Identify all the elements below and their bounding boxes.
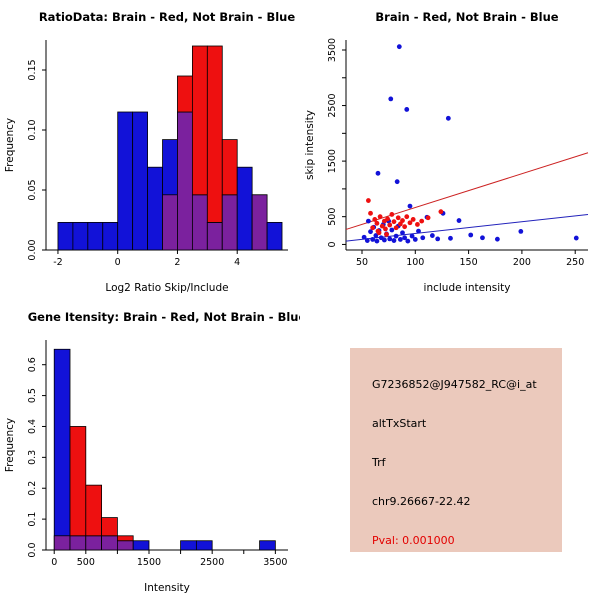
svg-text:0: 0 [51,557,57,568]
svg-text:100: 100 [406,257,424,268]
svg-text:0.10: 0.10 [27,119,38,140]
svg-text:2500: 2500 [327,93,338,117]
svg-text:0.5: 0.5 [27,388,38,403]
svg-text:3500: 3500 [263,557,287,568]
gene-intensity-histogram-chart: Gene Itensity: Brain - Red, Not Brain - … [4,310,300,594]
svg-text:200: 200 [513,257,531,268]
svg-text:include intensity: include intensity [424,282,511,294]
svg-text:150: 150 [460,257,478,268]
svg-text:RatioData: Brain - Red, Not Br: RatioData: Brain - Red, Not Brain - Blue [39,10,296,24]
svg-text:Intensity: Intensity [144,582,190,594]
svg-text:0.15: 0.15 [27,59,38,80]
svg-text:250: 250 [566,257,584,268]
svg-text:Frequency: Frequency [4,418,16,472]
info-box: G7236852@J947582_RC@i_at altTxStart Trf … [350,348,562,552]
svg-text:0.0: 0.0 [27,542,38,557]
gene-symbol-text: Trf [372,456,386,469]
svg-text:-2: -2 [53,257,62,268]
intensity-scatter-chart: Brain - Red, Not Brain - Blue 50 100 150 200… [304,10,589,294]
svg-text:0.4: 0.4 [27,419,38,434]
svg-text:1500: 1500 [327,149,338,173]
svg-text:0.05: 0.05 [27,179,38,200]
svg-text:500: 500 [327,208,338,226]
svg-text:2500: 2500 [200,557,224,568]
event-type-text: altTxStart [372,417,427,430]
panel-ratio-histogram: RatioData: Brain - Red, Not Brain - Blue… [0,0,300,300]
svg-text:0: 0 [327,241,338,247]
svg-text:0.00: 0.00 [27,239,38,260]
svg-text:1500: 1500 [137,557,161,568]
svg-text:2: 2 [174,257,180,268]
svg-text:500: 500 [77,557,95,568]
panel-intensity-scatter: Brain - Red, Not Brain - Blue 50 100 150 200… [300,0,600,300]
svg-text:0.2: 0.2 [27,481,38,496]
pval-text: Pval: 0.001000 [372,534,455,547]
panel-gene-intensity-histogram: Gene Itensity: Brain - Red, Not Brain - … [0,300,300,600]
genomic-location-text: chr9.26667-22.42 [372,495,471,508]
svg-text:4: 4 [234,257,240,268]
svg-text:3500: 3500 [327,38,338,62]
svg-text:Frequency: Frequency [4,118,16,172]
ratio-histogram-chart: RatioData: Brain - Red, Not Brain - Blue… [4,10,296,294]
probe-id-text: G7236852@J947582_RC@i_at [372,378,537,391]
svg-text:Gene Itensity: Brain - Red, No: Gene Itensity: Brain - Red, Not Brain - … [28,310,300,324]
svg-text:Brain - Red, Not Brain - Blue: Brain - Red, Not Brain - Blue [375,10,558,24]
svg-text:0.6: 0.6 [27,357,38,372]
svg-text:skip intensity: skip intensity [304,110,316,180]
svg-text:0.3: 0.3 [27,450,38,465]
svg-text:0: 0 [115,257,121,268]
svg-text:50: 50 [356,257,368,268]
svg-text:Log2 Ratio Skip/Include: Log2 Ratio Skip/Include [105,282,228,294]
svg-text:0.1: 0.1 [27,512,38,527]
panel-event-info: G7236852@J947582_RC@i_at altTxStart Trf … [300,300,600,600]
